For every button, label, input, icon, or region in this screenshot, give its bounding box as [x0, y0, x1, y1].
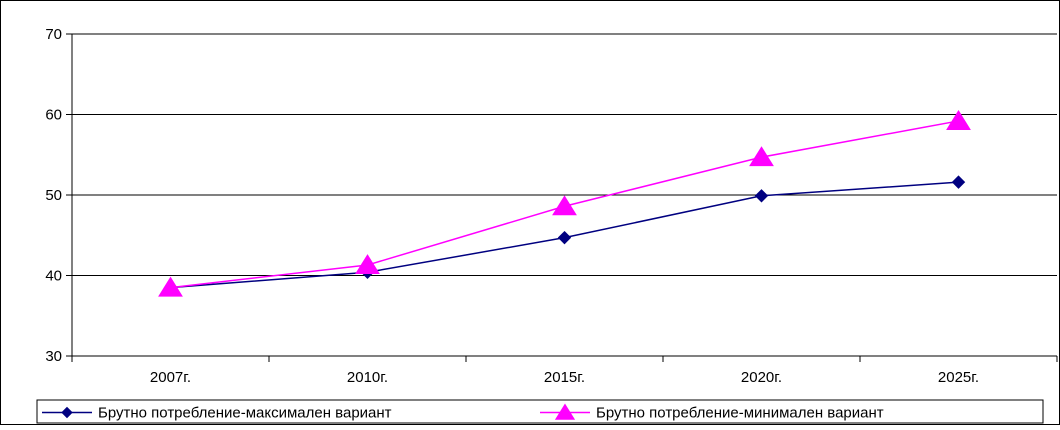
x-tick-label: 2025г.: [938, 369, 979, 386]
data-point-diamond: [951, 175, 966, 189]
series-lines: [158, 109, 971, 297]
x-tick-label: 2015г.: [544, 369, 585, 386]
legend-entry: Брутно потребление-минимален вариант: [540, 403, 884, 422]
x-tick-label: 2007г.: [150, 369, 191, 386]
legend: Брутно потребление-максимален вариант Бру…: [36, 399, 1044, 424]
axes: 30 40 50 60 70 2007г. 2010г. 2015г. 2020г. 2025г.: [45, 26, 1058, 386]
data-point-triangle: [749, 146, 774, 167]
y-tick-label: 40: [45, 268, 62, 285]
x-tick-label: 2010г.: [347, 369, 388, 386]
legend-entry: Брутно потребление-максимален вариант: [42, 405, 392, 422]
legend-label: Брутно потребление-максимален вариант: [98, 405, 392, 422]
legend-marker-triangle: [554, 403, 576, 420]
data-point-diamond: [557, 230, 572, 245]
y-tick-label: 70: [45, 26, 62, 43]
legend-box: [36, 399, 1044, 424]
data-point-diamond: [754, 189, 769, 203]
legend-marker-diamond: [61, 406, 73, 419]
data-point-triangle: [946, 109, 971, 130]
y-tick-label: 60: [45, 107, 62, 124]
data-point-triangle: [355, 254, 380, 275]
gridlines: [72, 33, 1057, 276]
legend-label: Брутно потребление-минимален вариант: [596, 405, 884, 422]
x-tick-label: 2020г.: [741, 369, 782, 386]
data-point-triangle: [552, 195, 577, 216]
series-2: [158, 109, 971, 297]
data-point-triangle: [158, 276, 183, 297]
y-tick-label: 30: [45, 348, 62, 365]
y-tick-label: 50: [45, 187, 62, 204]
